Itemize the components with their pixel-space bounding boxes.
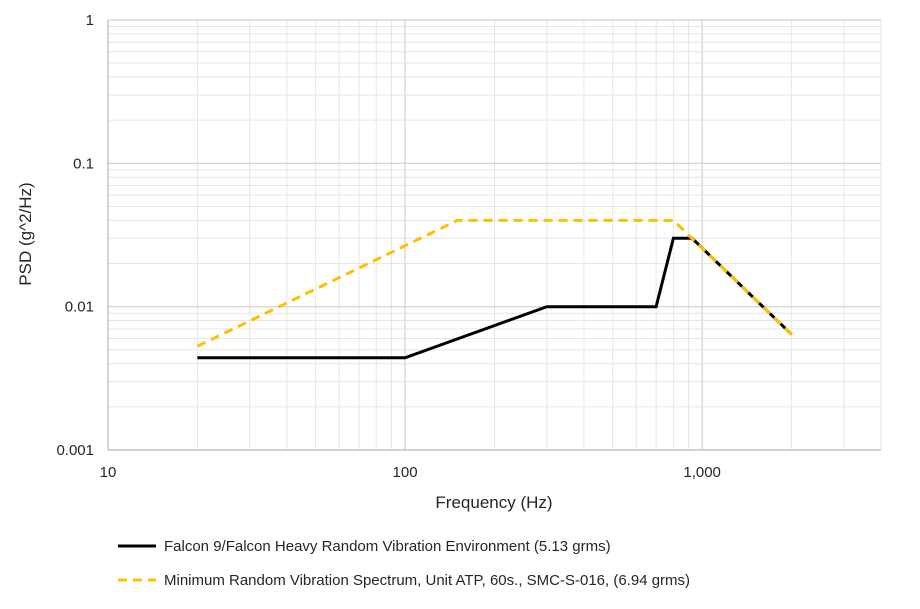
x-tick-label: 1,000	[683, 464, 721, 481]
x-tick-label: 10	[100, 464, 117, 481]
y-tick-label: 1	[86, 12, 94, 29]
y-tick-label: 0.001	[56, 442, 94, 459]
tick-labels: 10 100 1,000 0.001 0.01 0.1 1	[56, 12, 720, 481]
grid-lines	[107, 19, 882, 451]
legend-label-falcon: Falcon 9/Falcon Heavy Random Vibration E…	[164, 538, 611, 555]
y-tick-label: 0.01	[65, 299, 94, 316]
series-line-minimum	[196, 218, 793, 348]
legend: Falcon 9/Falcon Heavy Random Vibration E…	[118, 538, 690, 589]
legend-label-minimum: Minimum Random Vibration Spectrum, Unit …	[164, 572, 690, 589]
axes	[107, 20, 881, 451]
x-axis-title: Frequency (Hz)	[435, 493, 552, 512]
series-group	[196, 218, 793, 360]
x-tick-label: 100	[393, 464, 418, 481]
y-tick-label: 0.1	[73, 155, 94, 172]
y-axis-title: PSD (g^2/Hz)	[16, 182, 35, 285]
